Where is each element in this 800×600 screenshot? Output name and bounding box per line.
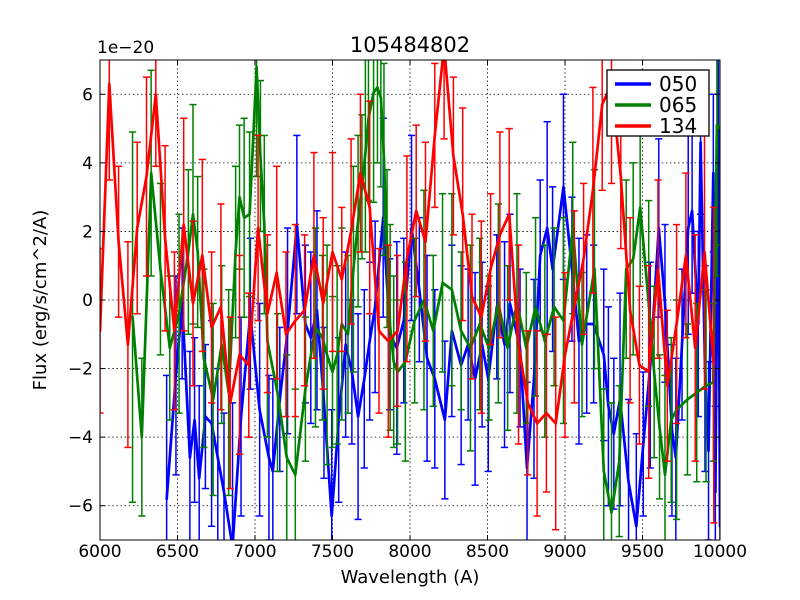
y-tick-label: −4 bbox=[68, 428, 93, 448]
y-axis-label: Flux (erg/s/cm^2/A) bbox=[30, 210, 51, 391]
y-tick-label: 4 bbox=[82, 154, 93, 174]
series-134 bbox=[100, 60, 718, 531]
y-tick-label: −6 bbox=[68, 497, 93, 517]
legend-label-050: 050 bbox=[659, 72, 697, 96]
y-tick-label: 0 bbox=[82, 291, 93, 311]
x-tick-label: 9500 bbox=[621, 542, 664, 562]
x-tick-label: 6000 bbox=[78, 542, 121, 562]
chart-title: 105484802 bbox=[350, 33, 470, 57]
legend-entry-065: 065 bbox=[615, 93, 697, 117]
legend: 050 065 134 bbox=[606, 69, 710, 138]
tick-layer bbox=[99, 60, 721, 540]
y-tick-label: 6 bbox=[82, 85, 93, 105]
y-tick-label: −2 bbox=[68, 360, 93, 380]
x-tick-label: 6500 bbox=[156, 542, 199, 562]
tick-label-layer: 6000 6500 7000 7500 8000 8500 9000 9500 10000 −6 −… bbox=[68, 85, 747, 562]
x-axis-label: Wavelength (A) bbox=[341, 567, 480, 588]
legend-label-134: 134 bbox=[659, 114, 697, 138]
series-layer bbox=[100, 60, 720, 540]
x-tick-label: 10000 bbox=[693, 542, 747, 562]
legend-entry-134: 134 bbox=[615, 114, 697, 138]
x-tick-label: 7500 bbox=[311, 542, 354, 562]
x-tick-label: 8000 bbox=[388, 542, 431, 562]
legend-label-065: 065 bbox=[659, 93, 697, 117]
x-tick-label: 9000 bbox=[543, 542, 586, 562]
x-tick-label: 7000 bbox=[233, 542, 276, 562]
x-tick-label: 8500 bbox=[466, 542, 509, 562]
y-axis-scale-offset: 1e−20 bbox=[97, 38, 154, 58]
y-tick-label: 2 bbox=[82, 222, 93, 242]
legend-entry-050: 050 bbox=[615, 72, 697, 96]
